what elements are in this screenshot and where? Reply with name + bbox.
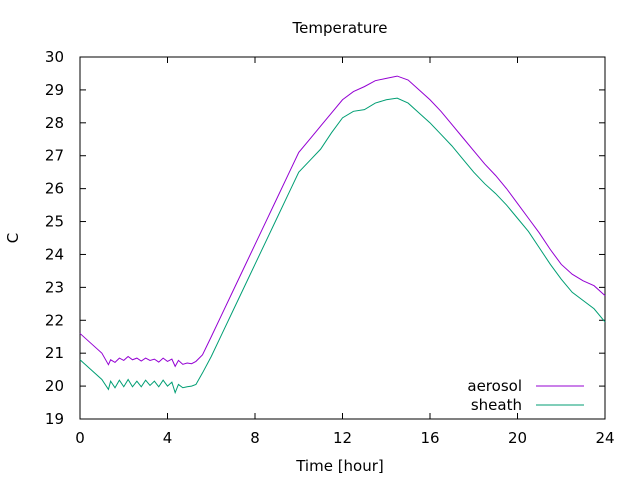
y-axis-ticks: 19 20 21 22 23 24 25 26 27 28 29 30 <box>45 48 605 428</box>
series-line-aerosol <box>79 75 606 368</box>
x-tick-label: 12 <box>333 429 352 447</box>
x-tick-label: 4 <box>163 429 173 447</box>
y-tick-label: 23 <box>45 278 64 296</box>
legend-item-sheath: sheath <box>471 396 584 414</box>
y-tick-label: 22 <box>45 311 64 329</box>
y-tick-label: 21 <box>45 344 64 362</box>
y-tick-label: 26 <box>45 180 64 198</box>
legend-item-aerosol: aerosol <box>467 377 584 395</box>
y-tick-label: 28 <box>45 114 64 132</box>
series-sheath <box>79 97 606 395</box>
legend-label: aerosol <box>467 377 522 395</box>
y-tick-label: 29 <box>45 81 64 99</box>
y-axis-label: C <box>4 233 22 243</box>
series-aerosol <box>79 75 606 368</box>
x-tick-label: 20 <box>508 429 527 447</box>
series-lines <box>79 75 606 395</box>
y-tick-label: 19 <box>45 410 64 428</box>
y-tick-label: 30 <box>45 48 64 66</box>
y-tick-label: 25 <box>45 213 64 231</box>
chart-title: Temperature <box>291 19 387 37</box>
plot-frame <box>79 56 606 420</box>
x-tick-label: 16 <box>420 429 439 447</box>
y-tick-label: 27 <box>45 147 64 165</box>
x-axis-label: Time [hour] <box>295 457 384 475</box>
x-tick-label: 8 <box>250 429 260 447</box>
legend-label: sheath <box>471 396 522 414</box>
x-tick-label: 0 <box>75 429 85 447</box>
y-tick-label: 24 <box>45 245 64 263</box>
series-line-sheath <box>79 97 606 395</box>
y-tick-label: 20 <box>45 377 64 395</box>
x-tick-label: 24 <box>595 429 614 447</box>
x-axis-ticks: 0 4 8 12 16 20 24 <box>75 57 615 447</box>
